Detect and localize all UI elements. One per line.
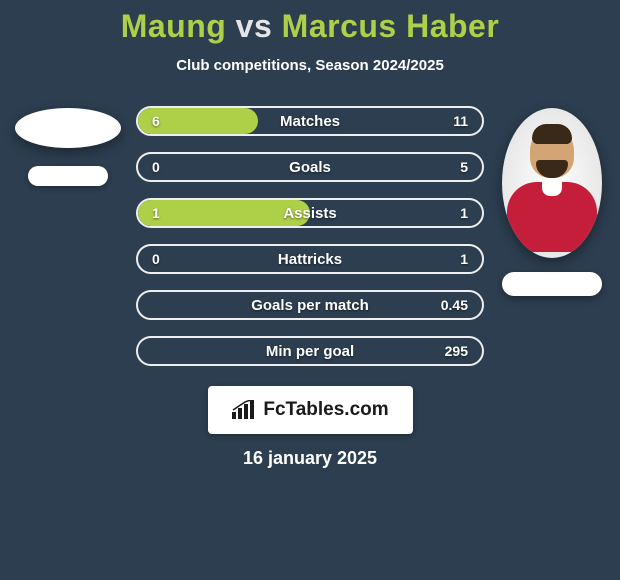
stat-overlay: Goals per match 0.45 <box>138 292 482 318</box>
player2-flag <box>502 272 602 296</box>
stat-right-value: 295 <box>438 343 468 359</box>
stat-label: Matches <box>280 113 340 130</box>
vs-text: vs <box>226 8 281 44</box>
avatar-hair <box>532 124 572 144</box>
stat-label: Goals <box>289 159 331 176</box>
stat-row-hattricks: 0 Hattricks 1 <box>136 244 484 274</box>
avatar-body <box>507 182 597 252</box>
stats-column: 6 Matches 11 0 Goals 5 1 Assists 1 <box>128 106 492 382</box>
stat-overlay: 6 Matches 11 <box>138 108 482 134</box>
player1-avatar <box>15 108 121 148</box>
stat-label: Goals per match <box>251 297 369 314</box>
stat-overlay: 1 Assists 1 <box>138 200 482 226</box>
stat-row-matches: 6 Matches 11 <box>136 106 484 136</box>
stat-row-assists: 1 Assists 1 <box>136 198 484 228</box>
player2-name: Marcus Haber <box>282 8 500 44</box>
stat-left-value: 1 <box>152 205 182 221</box>
stat-label: Assists <box>283 205 336 222</box>
badge-text: FcTables.com <box>263 399 388 421</box>
page-title: Maung vs Marcus Haber <box>0 8 620 45</box>
stat-left-value: 0 <box>152 159 182 175</box>
player2-avatar <box>502 108 602 258</box>
stat-label: Hattricks <box>278 251 342 268</box>
stat-overlay: Min per goal 295 <box>138 338 482 364</box>
stat-label: Min per goal <box>266 343 354 360</box>
avatar-collar <box>542 182 562 196</box>
source-badge[interactable]: FcTables.com <box>208 386 413 434</box>
avatar-beard <box>536 160 568 178</box>
player1-name: Maung <box>121 8 227 44</box>
stat-overlay: 0 Goals 5 <box>138 154 482 180</box>
stat-row-goals: 0 Goals 5 <box>136 152 484 182</box>
player-left-column <box>8 108 128 186</box>
stat-right-value: 1 <box>438 205 468 221</box>
stat-right-value: 1 <box>438 251 468 267</box>
player1-flag <box>28 166 108 186</box>
stat-row-goals-per-match: Goals per match 0.45 <box>136 290 484 320</box>
avatar-head <box>530 128 574 178</box>
comparison-card: Maung vs Marcus Haber Club competitions,… <box>0 0 620 580</box>
subtitle: Club competitions, Season 2024/2025 <box>0 57 620 74</box>
player-right-column <box>492 108 612 296</box>
stat-left-value: 0 <box>152 251 182 267</box>
stat-right-value: 11 <box>438 113 468 129</box>
date-text: 16 january 2025 <box>0 448 620 469</box>
stat-right-value: 5 <box>438 159 468 175</box>
stat-overlay: 0 Hattricks 1 <box>138 246 482 272</box>
chart-icon <box>231 400 257 420</box>
main-content: 6 Matches 11 0 Goals 5 1 Assists 1 <box>0 106 620 382</box>
stat-left-value: 6 <box>152 113 182 129</box>
stat-right-value: 0.45 <box>438 297 468 313</box>
stat-row-min-per-goal: Min per goal 295 <box>136 336 484 366</box>
